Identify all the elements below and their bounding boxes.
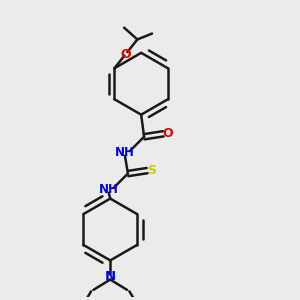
Text: S: S xyxy=(147,164,156,177)
Text: O: O xyxy=(162,127,173,140)
Text: O: O xyxy=(120,48,131,61)
Text: NH: NH xyxy=(99,183,119,196)
Text: N: N xyxy=(105,270,116,283)
Text: NH: NH xyxy=(115,146,135,159)
